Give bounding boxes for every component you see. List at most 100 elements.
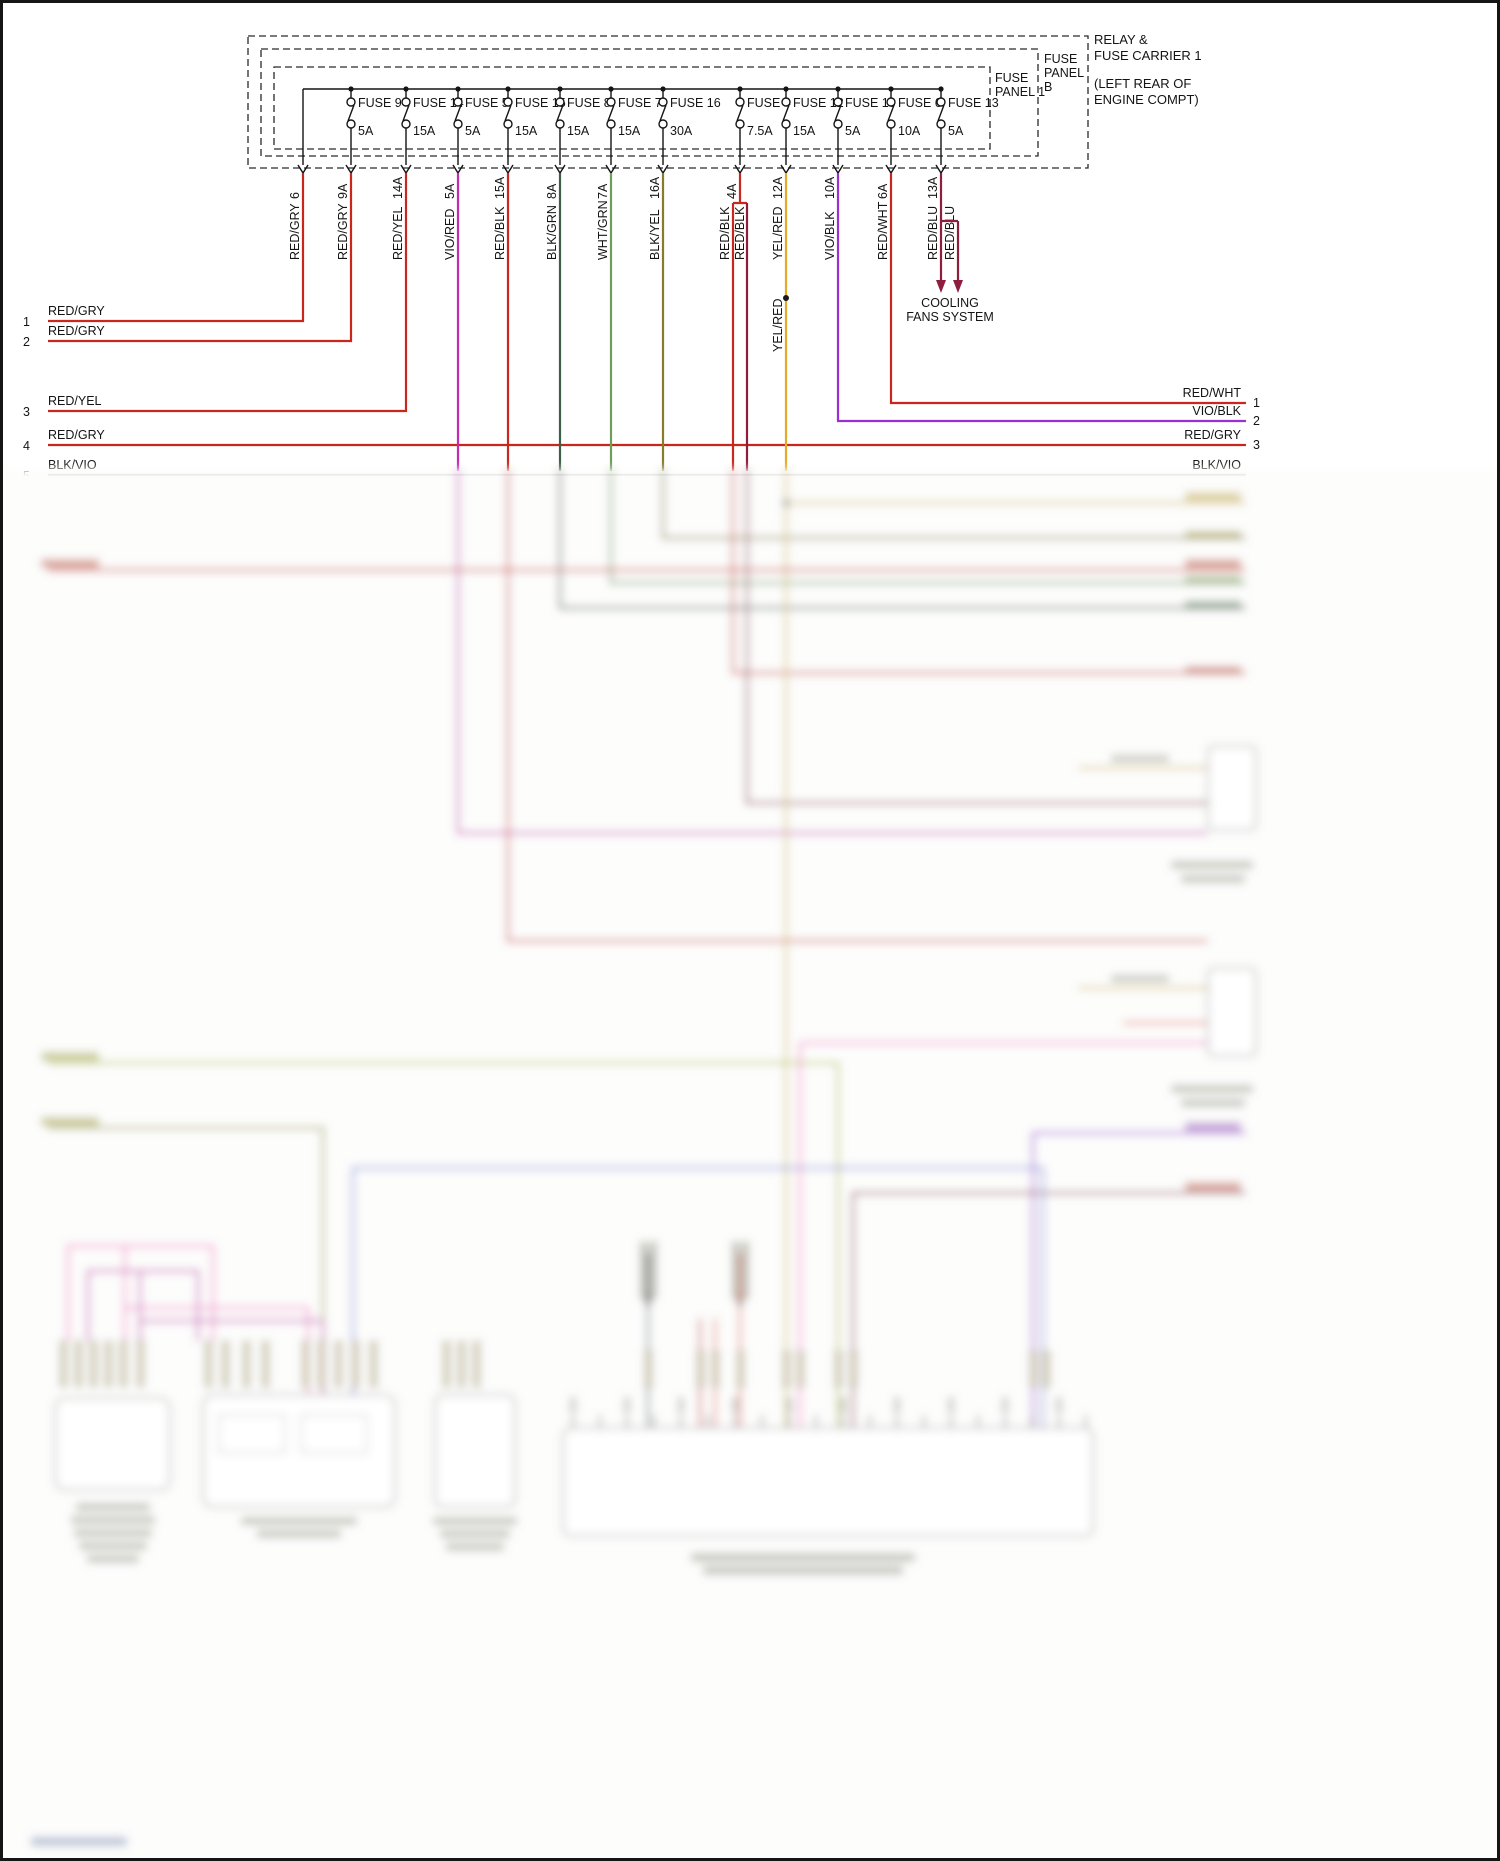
fuse-name: FUSE 15 [515, 96, 566, 110]
connector-stub [204, 1340, 213, 1388]
fuse-amp: 15A [567, 124, 590, 138]
terminal-number: 1 [23, 315, 30, 329]
connector-stub [796, 1350, 805, 1388]
fuse-terminal [735, 97, 745, 107]
cooling-fans-group: COOLING FANS SYSTEM [906, 296, 994, 324]
connector-stub [261, 1340, 270, 1388]
wire-color-label: RED/WHT [876, 201, 890, 260]
fuse-terminal [833, 97, 843, 107]
connector-stub [782, 1350, 791, 1388]
wire-color-label: VIO/BLK [823, 211, 837, 260]
connector-stub [119, 1340, 128, 1388]
terminal-label: RED/GRY [48, 428, 105, 442]
connector-stub [457, 1340, 466, 1388]
connector-stub [736, 1350, 745, 1388]
ecm-pin-label [732, 1397, 738, 1413]
fuse-carrier-group: RELAY & FUSE CARRIER 1 (LEFT REAR OF ENG… [247, 32, 1202, 169]
fuse-name: FUSE 12 [793, 96, 844, 110]
wire-color-labels-group: RED/GRY RED/GRY RED/YEL VIO/RED RED/BLK … [288, 200, 957, 352]
pin-label: 15A [493, 176, 507, 199]
pin-label: 9A [336, 183, 350, 199]
fuse-element [504, 104, 512, 122]
dashed-box-mid [260, 48, 1039, 157]
blurred-label [257, 1530, 341, 1538]
fuse-element [887, 104, 895, 122]
connector-stub [1042, 1350, 1051, 1388]
fuse-terminal [833, 119, 843, 129]
pin-label: 6 [288, 192, 302, 199]
blurred-wire [745, 469, 1208, 805]
pin-label: 14A [391, 176, 405, 199]
carrier-label: FUSE CARRIER 1 [1094, 48, 1202, 63]
connector-stub [74, 1340, 83, 1388]
wire-color-label: RED/BLU [943, 206, 957, 260]
wire-red-gry-1 [48, 173, 305, 323]
blurred-wire [86, 1269, 200, 1341]
fuse-terminal [658, 119, 668, 129]
carrier-location-label: (LEFT REAR OF [1094, 76, 1191, 91]
pin-label: 10A [823, 176, 837, 199]
blurred-label [41, 1117, 99, 1126]
wire-red-blk-4a [731, 173, 747, 471]
terminal-label: BLK/VIO [1192, 458, 1241, 472]
blurred-label [1181, 875, 1245, 883]
fuse-symbol: FUSE 9 5A [346, 86, 402, 165]
fuse-symbol: FUSE 14 15A [401, 86, 464, 165]
blurred-label [1185, 576, 1241, 585]
blurred-wire [351, 1166, 1045, 1428]
ecm-pin-label [678, 1397, 684, 1413]
blurred-wire [66, 1244, 215, 1341]
pin-label: 4A [725, 183, 739, 199]
wire-color-label: VIO/RED [443, 209, 457, 260]
blurred-label [703, 1566, 903, 1575]
wire-color-label: RED/BLK [493, 206, 507, 260]
fuse-terminal [735, 119, 745, 129]
blurred-splice-dot [782, 499, 790, 507]
fuse-element [556, 104, 564, 122]
fuse-terminal [346, 119, 356, 129]
blurred-section [3, 469, 1497, 1858]
fuse-terminal [658, 97, 668, 107]
blurred-component-box [1207, 745, 1257, 831]
blurred-label [1185, 1182, 1241, 1191]
fuse-element [834, 104, 842, 122]
blurred-component-box [202, 1394, 396, 1508]
fuse-amp: 15A [618, 124, 641, 138]
blurred-label [79, 1542, 147, 1550]
fuses-group: FUSE 9 5A FUSE 14 15A FUSE 5 5A [346, 86, 999, 165]
fuse-name: FUSE 7 [618, 96, 662, 110]
fuse-terminal [555, 119, 565, 129]
fuse-terminal [936, 97, 946, 107]
blurred-inner-box [300, 1414, 368, 1454]
wire-color-label: WHT/GRN [596, 200, 610, 260]
splice-dot [783, 295, 789, 301]
fuse-amp: 15A [413, 124, 436, 138]
blurred-component-box [54, 1397, 171, 1491]
pin-label: 7A [596, 183, 610, 199]
blurred-component-box [1207, 967, 1257, 1057]
blurred-label [446, 1543, 504, 1551]
fuse-name: FUSE 14 [413, 96, 464, 110]
fuse-element [607, 104, 615, 122]
cooling-fan-arrow [936, 280, 946, 293]
blurred-wire [661, 469, 1246, 540]
blurred-label [691, 1553, 915, 1562]
fuse-terminal [401, 97, 411, 107]
blurred-label [71, 1516, 155, 1524]
fuse-symbol: FUSE 6 10A [886, 86, 942, 165]
connector-stub [849, 1350, 858, 1388]
connector-stub [136, 1340, 145, 1388]
fuse-terminal [606, 97, 616, 107]
carrier-location-label: ENGINE COMPT) [1094, 92, 1199, 107]
wire-color-label: RED/GRY [336, 203, 350, 260]
wire-color-label: RED/BLU [926, 206, 940, 260]
connector-stub [242, 1340, 251, 1388]
ecm-pin-label [948, 1397, 954, 1413]
blurred-label [1185, 531, 1241, 540]
blurred-label [87, 1555, 139, 1563]
terminal-label: RED/YEL [48, 394, 102, 408]
fuse-terminal [886, 119, 896, 129]
fuse-symbol: FUSE 5 5A [453, 86, 509, 165]
fuse-symbol: FUSE 16 30A [658, 86, 721, 165]
